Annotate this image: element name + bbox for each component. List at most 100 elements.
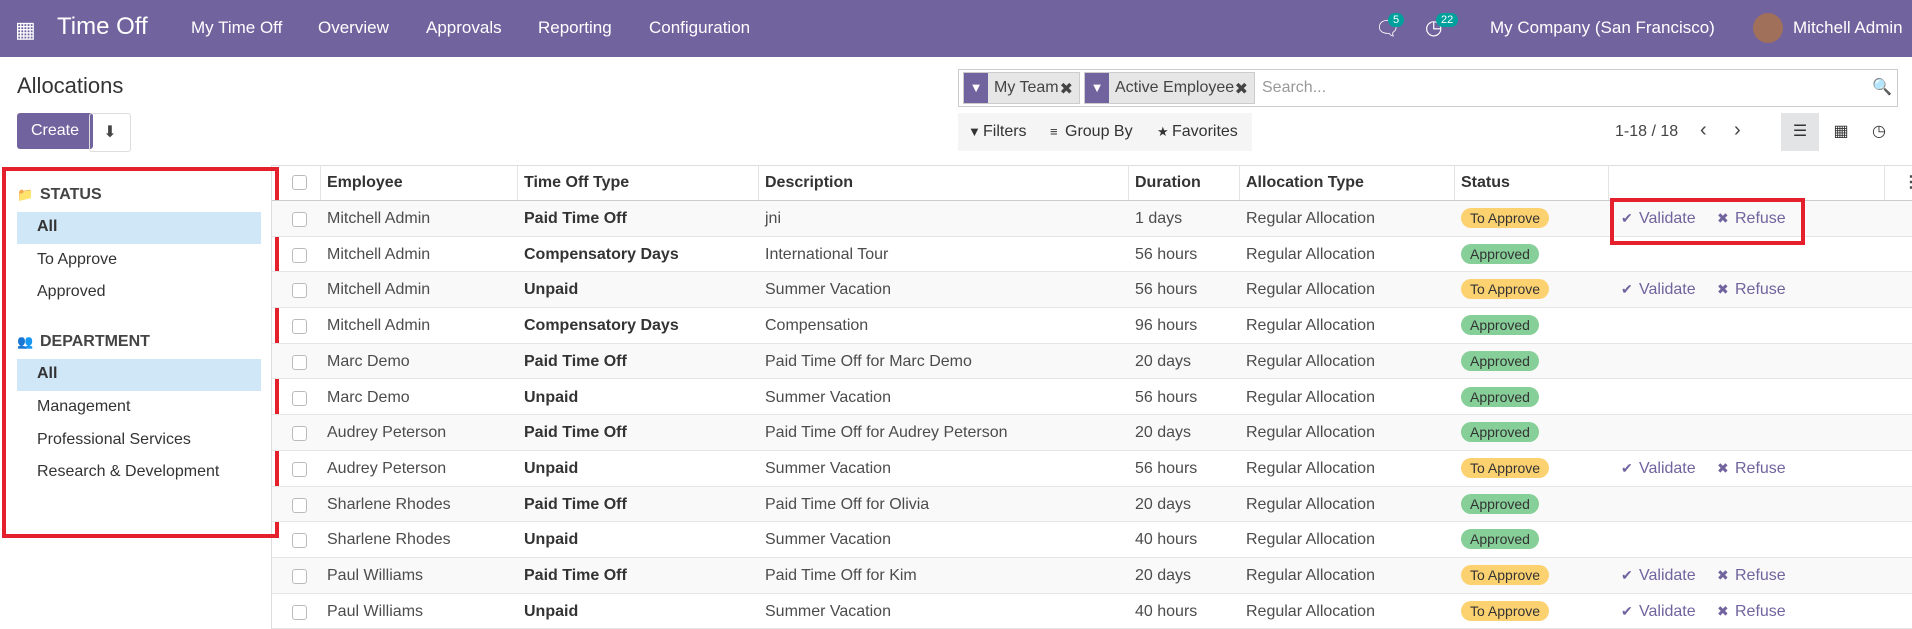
action-icon: ✔	[1621, 210, 1633, 226]
menu-item[interactable]: Reporting	[538, 18, 612, 37]
action-button[interactable]: Refuse	[1735, 210, 1786, 227]
cell: 20 days	[1135, 567, 1192, 584]
facet-remove[interactable]: ✖	[1059, 81, 1073, 98]
filter-item[interactable]: All	[37, 218, 58, 235]
pager-next[interactable]: ›	[1734, 119, 1741, 141]
column-header[interactable]: Duration	[1135, 174, 1201, 191]
cell: 20 days	[1135, 352, 1192, 370]
filter-item[interactable]: All	[37, 365, 58, 383]
navbar	[0, 0, 1912, 57]
table-row[interactable]	[272, 272, 1912, 309]
toggle-group-by[interactable]: Group By	[1065, 123, 1133, 140]
cell: Unpaid	[524, 531, 579, 549]
cell: Marc Demo	[327, 352, 410, 370]
status-badge: To Approve	[1461, 208, 1550, 228]
optional-columns[interactable]: ⋮	[1903, 174, 1912, 191]
table-row[interactable]	[272, 308, 1912, 344]
filter-item[interactable]: To Approve	[37, 250, 118, 268]
filter-item[interactable]: Professional Services	[37, 430, 191, 448]
view-kanban[interactable]: ▦	[1833, 123, 1849, 140]
header-checkbox[interactable]	[292, 175, 307, 190]
column-header[interactable]: Description	[765, 174, 854, 191]
row-checkbox[interactable]	[292, 247, 307, 263]
row-checkbox[interactable]	[292, 461, 307, 477]
table-row[interactable]	[272, 558, 1912, 594]
row-checkbox[interactable]	[292, 604, 307, 620]
table-row[interactable]	[272, 237, 1912, 273]
toggle-icon: ≡	[1050, 124, 1058, 139]
menu-item[interactable]: Approvals	[426, 18, 502, 37]
status-badge: Approved	[1461, 493, 1539, 514]
app-name[interactable]: Time Off	[57, 13, 148, 40]
row-checkbox[interactable]	[292, 426, 307, 442]
column-header[interactable]: Time Off Type	[524, 174, 630, 191]
facet-remove[interactable]: ✖	[1234, 81, 1248, 98]
company[interactable]: My Company (San Francisco)	[1490, 18, 1715, 37]
cell: Regular Allocation	[1246, 281, 1375, 299]
column-separator	[1128, 166, 1129, 200]
search-icon[interactable]: 🔍	[1872, 79, 1892, 96]
menu-item[interactable]: My Time Off	[191, 18, 283, 37]
column-separator	[758, 166, 759, 200]
cell: Paid Time Off for Audrey Peterson	[765, 424, 1008, 442]
cell: Paid Time Off	[524, 495, 627, 513]
section-icon: 📁	[17, 187, 34, 202]
cell: 96 hours	[1135, 317, 1198, 335]
table-row[interactable]	[272, 343, 1912, 380]
action-button[interactable]: Validate	[1639, 602, 1696, 620]
cell: 56 hours	[1135, 388, 1198, 406]
create-button[interactable]: Create	[17, 113, 94, 149]
cell: 40 hours	[1135, 531, 1198, 549]
table-row[interactable]	[272, 486, 1912, 523]
row-checkbox[interactable]	[292, 533, 307, 549]
cell: Compensatory Days	[524, 245, 679, 263]
filter-item[interactable]: Management	[37, 397, 131, 415]
table-row[interactable]	[272, 522, 1912, 558]
view-activity[interactable]: ◷	[1872, 123, 1886, 140]
cell: Regular Allocation	[1246, 531, 1375, 549]
apps-icon[interactable]: ▦	[15, 17, 36, 42]
table-row[interactable]	[272, 415, 1912, 451]
action-button[interactable]: Refuse	[1735, 602, 1786, 620]
table-row[interactable]	[272, 451, 1912, 487]
avatar	[1753, 13, 1783, 43]
table-row[interactable]	[272, 380, 1912, 416]
row-checkbox[interactable]	[292, 497, 307, 513]
column-header[interactable]: Allocation Type	[1246, 174, 1364, 191]
user[interactable]: Mitchell Admin	[1793, 18, 1903, 37]
cell: Mitchell Admin	[327, 281, 431, 299]
action-button[interactable]: Validate	[1639, 281, 1696, 299]
row-checkbox[interactable]	[292, 212, 307, 227]
cell: Regular Allocation	[1246, 245, 1375, 263]
table-row[interactable]	[272, 201, 1912, 237]
pager-prev[interactable]: ‹	[1700, 119, 1707, 141]
selected-item	[17, 359, 261, 392]
row-checkbox[interactable]	[292, 569, 307, 584]
action-button[interactable]: Refuse	[1735, 459, 1786, 477]
action-button[interactable]: Refuse	[1735, 567, 1786, 584]
action-button[interactable]: Refuse	[1735, 281, 1786, 299]
cell: Mitchell Admin	[327, 317, 431, 335]
filter-item[interactable]: Research & Development	[37, 463, 220, 481]
download-button[interactable]: ⬇	[89, 113, 131, 152]
row-checkbox[interactable]	[292, 283, 307, 299]
action-button[interactable]: Validate	[1639, 567, 1696, 584]
row-checkbox[interactable]	[292, 319, 307, 335]
action-button[interactable]: Validate	[1639, 459, 1696, 477]
row-checkbox[interactable]	[292, 390, 307, 406]
row-checkbox[interactable]	[292, 354, 307, 370]
toggle-filters[interactable]: Filters	[983, 123, 1027, 140]
menu-item[interactable]: Overview	[318, 18, 389, 37]
column-header[interactable]: Status	[1461, 174, 1510, 191]
search-input[interactable]: Search...	[1262, 79, 1327, 96]
column-header[interactable]: Employee	[327, 174, 403, 191]
cell: Regular Allocation	[1246, 317, 1375, 335]
menu-item[interactable]: Configuration	[649, 18, 751, 37]
filter-item[interactable]: Approved	[37, 283, 106, 301]
action-button[interactable]: Validate	[1639, 210, 1696, 227]
facet-label: My Team	[994, 79, 1059, 96]
facet: ▼ My Team ✖	[963, 72, 1080, 104]
toggle-favorites[interactable]: Favorites	[1172, 123, 1238, 140]
view-list[interactable]: ☰	[1781, 113, 1819, 151]
